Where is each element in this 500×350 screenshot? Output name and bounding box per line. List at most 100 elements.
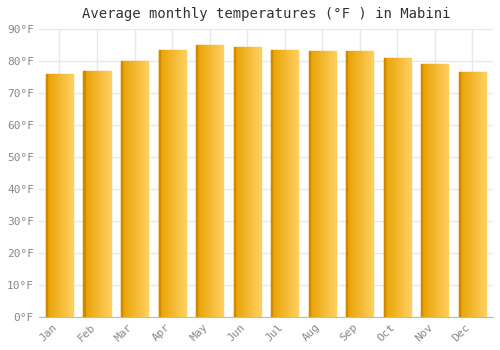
Bar [166,50,168,317]
Bar [289,50,290,317]
Bar [171,50,172,317]
Bar [55,74,56,317]
Bar [207,45,208,317]
Bar [256,47,257,317]
Bar [95,71,96,317]
Bar [425,64,426,317]
Bar [408,58,409,317]
Bar [424,64,425,317]
Bar [466,72,467,317]
Bar [106,71,107,317]
Bar [124,61,126,317]
Bar [407,58,408,317]
Bar [218,45,220,317]
Bar [210,45,212,317]
Bar [292,50,293,317]
Bar [176,50,178,317]
Bar [348,51,349,317]
Bar [315,51,316,317]
Bar [107,71,108,317]
Bar [422,64,423,317]
Bar [478,72,480,317]
Bar [172,50,173,317]
Bar [308,51,310,317]
Bar [346,51,374,317]
Bar [139,61,140,317]
Bar [147,61,148,317]
Bar [123,61,124,317]
Bar [442,64,443,317]
Bar [90,71,92,317]
Bar [71,74,72,317]
Bar [208,45,210,317]
Bar [181,50,182,317]
Bar [443,64,444,317]
Bar [433,64,434,317]
Bar [440,64,441,317]
Bar [444,64,445,317]
Bar [427,64,428,317]
Bar [346,51,347,317]
Bar [202,45,203,317]
Bar [310,51,312,317]
Bar [465,72,466,317]
Bar [392,58,393,317]
Bar [271,50,272,317]
Bar [399,58,400,317]
Bar [273,50,274,317]
Bar [88,71,89,317]
Bar [249,47,250,317]
Bar [293,50,294,317]
Bar [216,45,217,317]
Bar [333,51,334,317]
Bar [472,72,474,317]
Bar [409,58,410,317]
Bar [482,72,483,317]
Bar [480,72,482,317]
Bar [87,71,88,317]
Bar [352,51,354,317]
Bar [436,64,438,317]
Bar [94,71,95,317]
Bar [204,45,205,317]
Bar [121,61,122,317]
Bar [158,50,160,317]
Bar [391,58,392,317]
Bar [476,72,477,317]
Bar [470,72,472,317]
Bar [354,51,356,317]
Bar [484,72,485,317]
Bar [57,74,58,317]
Bar [351,51,352,317]
Bar [128,61,129,317]
Bar [142,61,144,317]
Bar [137,61,138,317]
Bar [165,50,166,317]
Bar [460,72,462,317]
Bar [318,51,320,317]
Bar [313,51,314,317]
Bar [386,58,388,317]
Bar [63,74,64,317]
Bar [435,64,436,317]
Bar [483,72,484,317]
Bar [288,50,289,317]
Bar [464,72,465,317]
Bar [174,50,175,317]
Bar [214,45,215,317]
Bar [164,50,165,317]
Bar [138,61,139,317]
Bar [244,47,246,317]
Bar [220,45,222,317]
Bar [389,58,390,317]
Bar [222,45,223,317]
Bar [140,61,141,317]
Bar [46,74,73,317]
Bar [92,71,94,317]
Bar [184,50,186,317]
Bar [446,64,448,317]
Bar [170,50,171,317]
Bar [121,61,148,317]
Bar [475,72,476,317]
Bar [122,61,123,317]
